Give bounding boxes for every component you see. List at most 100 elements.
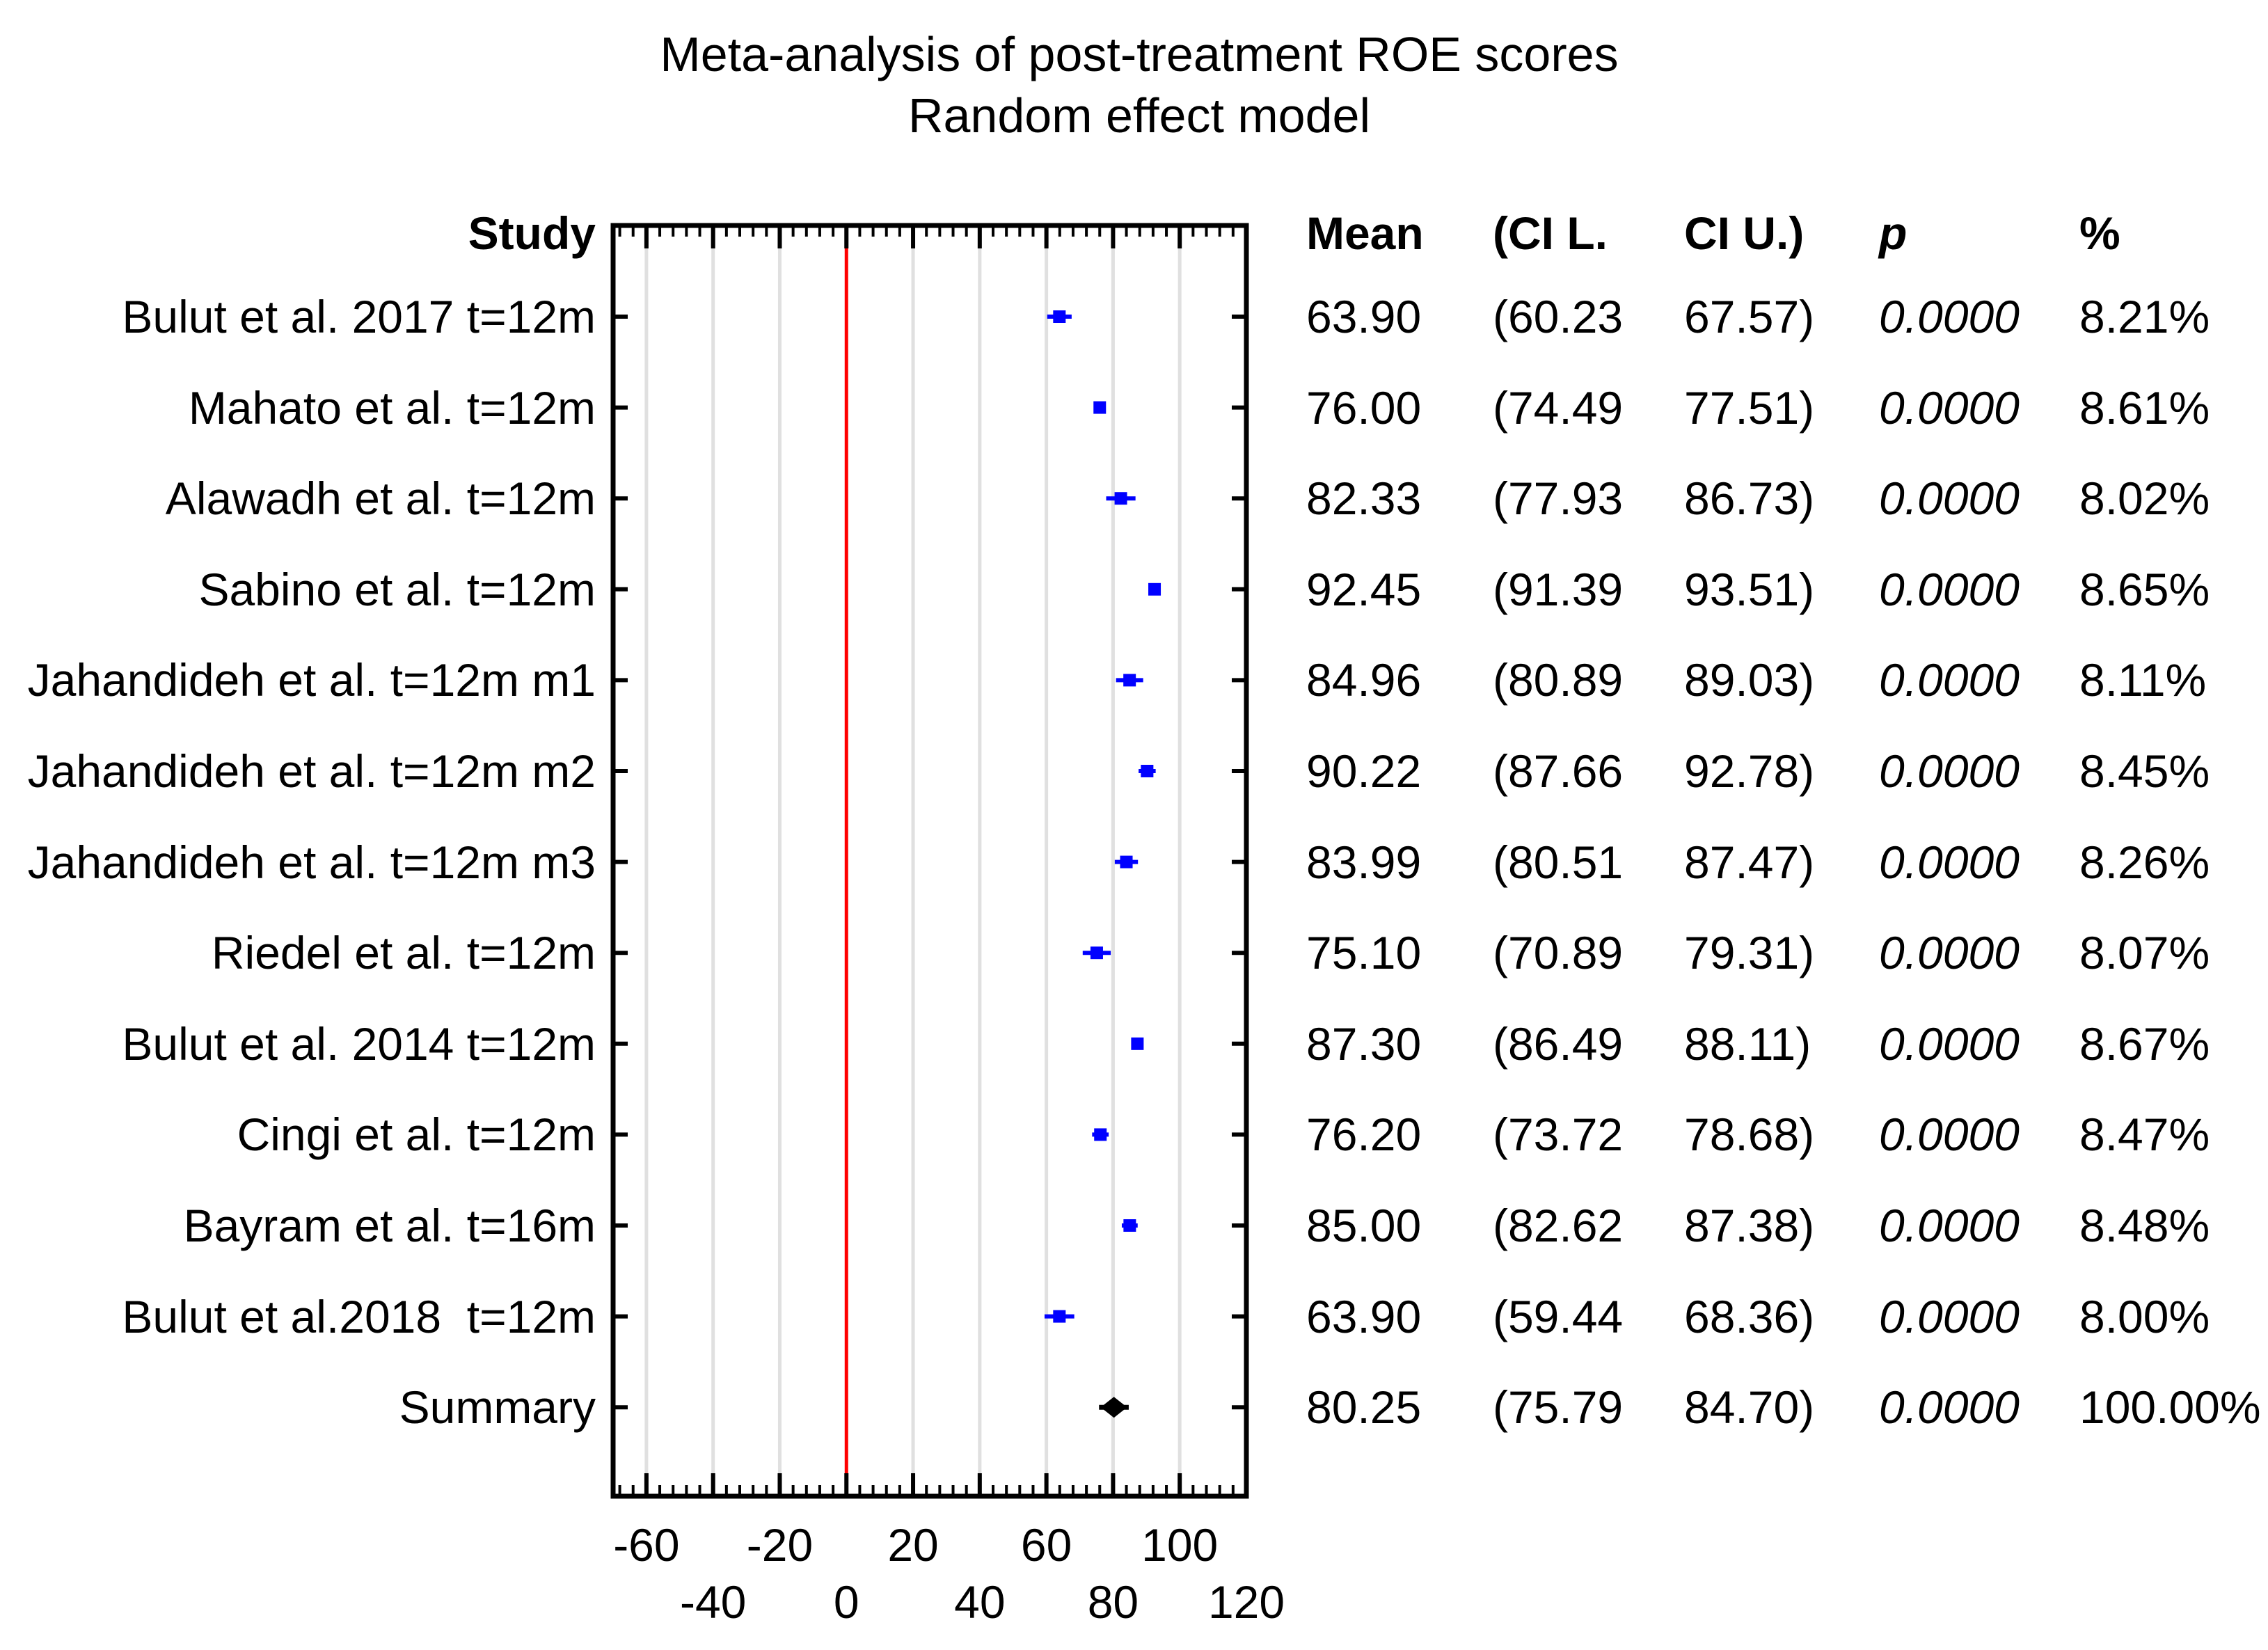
p-value: 0.0000: [1879, 1290, 2020, 1342]
x-axis-tick-label: 20: [887, 1519, 939, 1571]
column-header-ci-lower: (CI L.: [1493, 207, 1608, 259]
x-axis-tick-label: -20: [746, 1519, 814, 1571]
weight-value: 100.00%: [2079, 1381, 2261, 1434]
ci-upper-value: 78.68): [1684, 1109, 1815, 1161]
mean-marker: [1114, 492, 1127, 505]
column-header-study: Study: [468, 207, 596, 259]
ci-upper-value: 68.36): [1684, 1290, 1815, 1342]
ci-upper-value: 93.51): [1684, 563, 1815, 615]
ci-upper-value: 84.70): [1684, 1381, 1815, 1434]
ci-lower-value: (87.66: [1493, 745, 1624, 797]
weight-value: 8.07%: [2079, 927, 2210, 979]
weight-value: 8.11%: [2079, 654, 2207, 706]
study-label: Riedel et al. t=12m: [211, 927, 596, 979]
p-value: 0.0000: [1879, 291, 2020, 342]
weight-value: 8.00%: [2079, 1290, 2210, 1342]
column-header-p-value: p: [1879, 207, 1908, 259]
ci-lower-value: (59.44: [1493, 1290, 1624, 1342]
ci-lower-value: (91.39: [1493, 563, 1624, 615]
mean-value: 75.10: [1306, 927, 1422, 979]
p-value: 0.0000: [1879, 563, 2020, 615]
study-label: Bulut et al.2018 t=12m: [122, 1290, 596, 1342]
column-header-weight: %: [2079, 207, 2120, 259]
mean-value: 76.20: [1306, 1109, 1422, 1161]
weight-value: 8.65%: [2079, 563, 2210, 615]
mean-marker: [1123, 1219, 1136, 1232]
mean-marker: [1120, 855, 1133, 868]
summary-diamond: [1100, 1397, 1127, 1418]
ci-upper-value: 77.51): [1684, 381, 1815, 434]
study-label: Mahato et al. t=12m: [188, 381, 596, 434]
weight-value: 8.21%: [2079, 291, 2210, 342]
mean-value: 82.33: [1306, 473, 1422, 525]
chart-title: Meta-analysis of post-treatment ROE scor…: [10, 24, 2268, 146]
study-label: Jahandideh et al. t=12m m1: [27, 654, 596, 706]
mean-value: 87.30: [1306, 1017, 1422, 1070]
ci-lower-value: (86.49: [1493, 1017, 1624, 1070]
x-axis-tick-label: 100: [1141, 1519, 1219, 1571]
weight-value: 8.48%: [2079, 1200, 2210, 1251]
study-label: Jahandideh et al. t=12m m2: [27, 745, 596, 797]
ci-lower-value: (80.89: [1493, 654, 1624, 706]
mean-value: 76.00: [1306, 381, 1422, 434]
ci-lower-value: (70.89: [1493, 927, 1624, 979]
mean-value: 83.99: [1306, 836, 1422, 888]
mean-marker: [1148, 582, 1161, 596]
ci-lower-value: (73.72: [1493, 1109, 1624, 1161]
mean-marker: [1053, 310, 1066, 323]
p-value: 0.0000: [1879, 654, 2020, 706]
ci-upper-value: 88.11): [1684, 1017, 1811, 1070]
column-header-mean: Mean: [1306, 207, 1424, 259]
ci-lower-value: (82.62: [1493, 1200, 1624, 1251]
mean-value: 80.25: [1306, 1381, 1422, 1434]
x-axis-tick-label: 40: [954, 1576, 1006, 1628]
study-label: Bulut et al. 2014 t=12m: [122, 1017, 596, 1070]
x-axis-tick-label: 0: [833, 1576, 859, 1628]
p-value: 0.0000: [1879, 1381, 2020, 1434]
ci-lower-value: (74.49: [1493, 381, 1624, 434]
ci-lower-value: (60.23: [1493, 291, 1624, 342]
weight-value: 8.26%: [2079, 836, 2210, 888]
mean-marker: [1141, 765, 1154, 777]
mean-value: 85.00: [1306, 1200, 1422, 1251]
weight-value: 8.47%: [2079, 1109, 2210, 1161]
column-header-ci-upper: CI U.): [1684, 207, 1805, 259]
ci-lower-value: (77.93: [1493, 473, 1624, 525]
p-value: 0.0000: [1879, 1200, 2020, 1251]
mean-value: 63.90: [1306, 291, 1422, 342]
ci-lower-value: (80.51: [1493, 836, 1624, 888]
ci-lower-value: (75.79: [1493, 1381, 1624, 1434]
study-label: Bulut et al. 2017 t=12m: [122, 291, 596, 342]
mean-value: 63.90: [1306, 1290, 1422, 1342]
study-label: Bayram et al. t=16m: [183, 1200, 596, 1251]
p-value: 0.0000: [1879, 381, 2020, 434]
x-axis-tick-label: 120: [1207, 1576, 1285, 1628]
p-value: 0.0000: [1879, 927, 2020, 979]
ci-upper-value: 92.78): [1684, 745, 1815, 797]
ci-upper-value: 86.73): [1684, 473, 1815, 525]
p-value: 0.0000: [1879, 836, 2020, 888]
weight-value: 8.02%: [2079, 473, 2210, 525]
x-axis-tick-label: 80: [1087, 1576, 1139, 1628]
study-label: Alawadh et al. t=12m: [165, 473, 596, 525]
chart-title-line2: Random effect model: [907, 88, 1371, 143]
ci-upper-value: 87.47): [1684, 836, 1815, 888]
mean-marker: [1131, 1037, 1144, 1050]
plot-frame: [610, 223, 1249, 1499]
study-label: Summary: [399, 1381, 596, 1434]
ci-upper-value: 87.38): [1684, 1200, 1815, 1251]
x-axis-tick-label: -60: [613, 1519, 680, 1571]
p-value: 0.0000: [1879, 1109, 2020, 1161]
p-value: 0.0000: [1879, 745, 2020, 797]
x-axis-tick-label: 60: [1020, 1519, 1072, 1571]
mean-value: 92.45: [1306, 563, 1422, 615]
chart-title-line1: Meta-analysis of post-treatment ROE scor…: [660, 27, 1619, 81]
mean-marker: [1053, 1310, 1066, 1323]
p-value: 0.0000: [1879, 473, 2020, 525]
mean-marker: [1090, 946, 1103, 960]
study-label: Sabino et al. t=12m: [198, 563, 596, 615]
x-axis-tick-label: -40: [679, 1576, 747, 1628]
weight-value: 8.61%: [2079, 381, 2210, 434]
